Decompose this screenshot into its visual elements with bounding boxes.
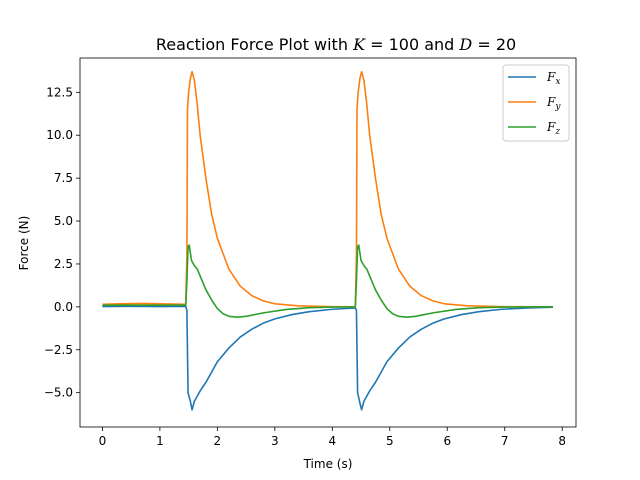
legend-label-fy: Fy xyxy=(546,95,561,112)
x-tick-label: 3 xyxy=(271,434,279,448)
y-axis-label: Force (N) xyxy=(17,216,31,271)
series-line-fy xyxy=(102,70,554,308)
y-tick-label: 10.0 xyxy=(46,128,73,142)
x-tick-label: 5 xyxy=(386,434,394,448)
x-tick-label: 2 xyxy=(214,434,222,448)
y-tick-label: −5.0 xyxy=(44,386,73,400)
x-tick-label: 1 xyxy=(156,434,164,448)
y-tick-label: 0.0 xyxy=(54,300,73,314)
y-tick-label: 12.5 xyxy=(46,85,73,99)
x-tick-label: 7 xyxy=(501,434,509,448)
x-tick-label: 8 xyxy=(558,434,566,448)
series-line-fx xyxy=(102,305,554,411)
y-tick-label: 7.5 xyxy=(54,171,73,185)
axes-frame xyxy=(79,57,577,428)
y-tick-label: 2.5 xyxy=(54,257,73,271)
y-tick-label: −2.5 xyxy=(44,343,73,357)
y-tick-label: 5.0 xyxy=(54,214,73,228)
chart-title: Reaction Force Plot with K = 100 and D =… xyxy=(156,35,516,54)
legend-box xyxy=(502,64,570,142)
series-line-fz xyxy=(102,244,554,318)
x-axis: 0 1 2 3 4 5 6 7 8 xyxy=(99,427,566,448)
legend-label-fz: Fz xyxy=(546,120,560,137)
legend: Fx Fy Fz xyxy=(502,64,570,142)
legend-label-fx: Fx xyxy=(546,70,560,87)
y-axis: −5.0 −2.5 0.0 2.5 5.0 7.5 10.0 12.5 xyxy=(44,85,80,400)
plot-area xyxy=(102,70,554,411)
x-tick-label: 4 xyxy=(328,434,336,448)
x-tick-label: 6 xyxy=(443,434,451,448)
x-axis-label: Time (s) xyxy=(303,457,353,471)
x-tick-label: 0 xyxy=(99,434,107,448)
